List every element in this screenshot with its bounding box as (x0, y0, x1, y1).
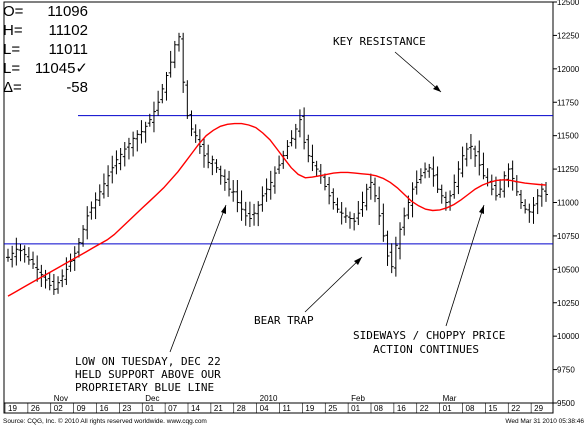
annotation-arrow-sideways (445, 204, 485, 327)
x-tick-label: 21 (214, 404, 223, 413)
x-tick-label: 08 (374, 404, 383, 413)
x-tick-label: 16 (100, 404, 109, 413)
ohlc-value: 11102 (49, 22, 89, 39)
moving-average-line (7, 122, 547, 297)
ohlc-readout: O= 11096 H= 11102 L= 11011 L= 11045✓ Δ= -58 (3, 3, 93, 99)
ohlc-key: L= (3, 41, 20, 58)
x-tick-label: 01 (443, 404, 452, 413)
annotation-low-line3: PROPRIETARY BLUE LINE (75, 381, 214, 394)
y-tick-label: 10250 (557, 299, 580, 308)
x-tick-label: 08 (466, 404, 475, 413)
x-tick-label: 01 (145, 404, 154, 413)
y-tick-label: 12000 (557, 65, 580, 74)
x-tick-label: 29 (534, 404, 543, 413)
x-tick-label: 02 (54, 404, 63, 413)
x-tick-label: 28 (237, 404, 246, 413)
annotation-low-line2: HELD SUPPORT ABOVE OUR (75, 368, 221, 381)
annotation-arrow-resistance (394, 51, 442, 93)
annotation-low-line1: LOW ON TUESDAY, DEC 22 (75, 355, 221, 368)
annotation-sideways-line2: ACTION CONTINUES (373, 343, 479, 356)
x-tick-label: 14 (191, 404, 200, 413)
x-tick-label: 22 (511, 404, 520, 413)
annotation-arrow-bear-trap (304, 256, 363, 313)
annotation-arrowhead-bear-trap (354, 257, 362, 265)
x-tick-label: 22 (420, 404, 429, 413)
ohlc-bars (6, 32, 548, 295)
date-axis-band (3, 402, 554, 414)
x-tick-label: 23 (122, 404, 131, 413)
annotation-arrowhead-low (221, 205, 226, 214)
y-tick-label: 12250 (557, 31, 580, 40)
annotations: KEY RESISTANCE BEAR TRAP SIDEWAYS / CHOP… (75, 35, 505, 394)
ohlc-value: 11045✓ (35, 60, 88, 77)
y-tick-label: 11500 (557, 132, 579, 141)
y-tick-label: 11250 (557, 165, 579, 174)
x-tick-label: 07 (168, 404, 177, 413)
x-tick-label: 04 (260, 404, 269, 413)
x-tick-label: 26 (31, 404, 40, 413)
annotation-sideways-line1: SIDEWAYS / CHOPPY PRICE (353, 329, 505, 342)
y-tick-label: 9750 (557, 366, 575, 375)
annotation-bear-trap: BEAR TRAP (254, 314, 314, 327)
annotation-arrow-low (169, 204, 227, 353)
ohlc-value: 11011 (49, 41, 89, 58)
x-tick-label: 01 (351, 404, 360, 413)
ohlc-value: -58 (66, 79, 88, 96)
y-tick-label: 10000 (557, 332, 580, 341)
ohlc-key: L= (3, 60, 20, 77)
x-axis: 19 26 02 09 16 23 01 07 14 21 28 04 11 19 25 01 08 16 22 01… (4, 394, 544, 413)
x-tick-label: 25 (328, 404, 337, 413)
x-month-label: 2010 (260, 394, 278, 403)
x-month-label: Mar (443, 394, 457, 403)
x-tick-label: 19 (8, 404, 17, 413)
y-tick-label: 11000 (557, 199, 579, 208)
annotation-arrowhead-resistance (433, 85, 441, 92)
x-tick-label: 15 (488, 404, 497, 413)
level-lines (4, 115, 553, 245)
x-month-label: Nov (54, 394, 68, 403)
x-month-label: Dec (145, 394, 159, 403)
x-tick-label: 16 (397, 404, 406, 413)
timestamp: Wed Mar 31 2010 05:38:46 (505, 418, 584, 425)
y-tick-label: 11750 (557, 98, 579, 107)
y-tick-label: 10750 (557, 232, 580, 241)
y-tick-label: 12500 (557, 0, 580, 7)
annotation-arrowhead-sideways (479, 205, 484, 214)
ohlc-key: O= (3, 3, 24, 20)
annotation-key-resistance: KEY RESISTANCE (333, 35, 426, 48)
ohlc-key: H= (3, 22, 23, 39)
moving-average (7, 122, 547, 297)
ohlc-key: Δ= (3, 79, 22, 96)
x-tick-label: 09 (77, 404, 86, 413)
source-credit: Source: CQG, Inc. © 2010 All rights rese… (3, 417, 207, 425)
x-month-label: Feb (351, 394, 365, 403)
ohlc-readout-bg (5, 3, 93, 99)
y-tick-label: 10500 (557, 265, 580, 274)
x-tick-label: 19 (305, 404, 314, 413)
y-axis: 9500 9750 10000 10250 10500 10750 11000 11250 11… (553, 0, 580, 408)
x-tick-label: 11 (283, 404, 292, 413)
y-tick-label: 9500 (557, 399, 575, 408)
ohlc-value: 11096 (47, 3, 88, 20)
